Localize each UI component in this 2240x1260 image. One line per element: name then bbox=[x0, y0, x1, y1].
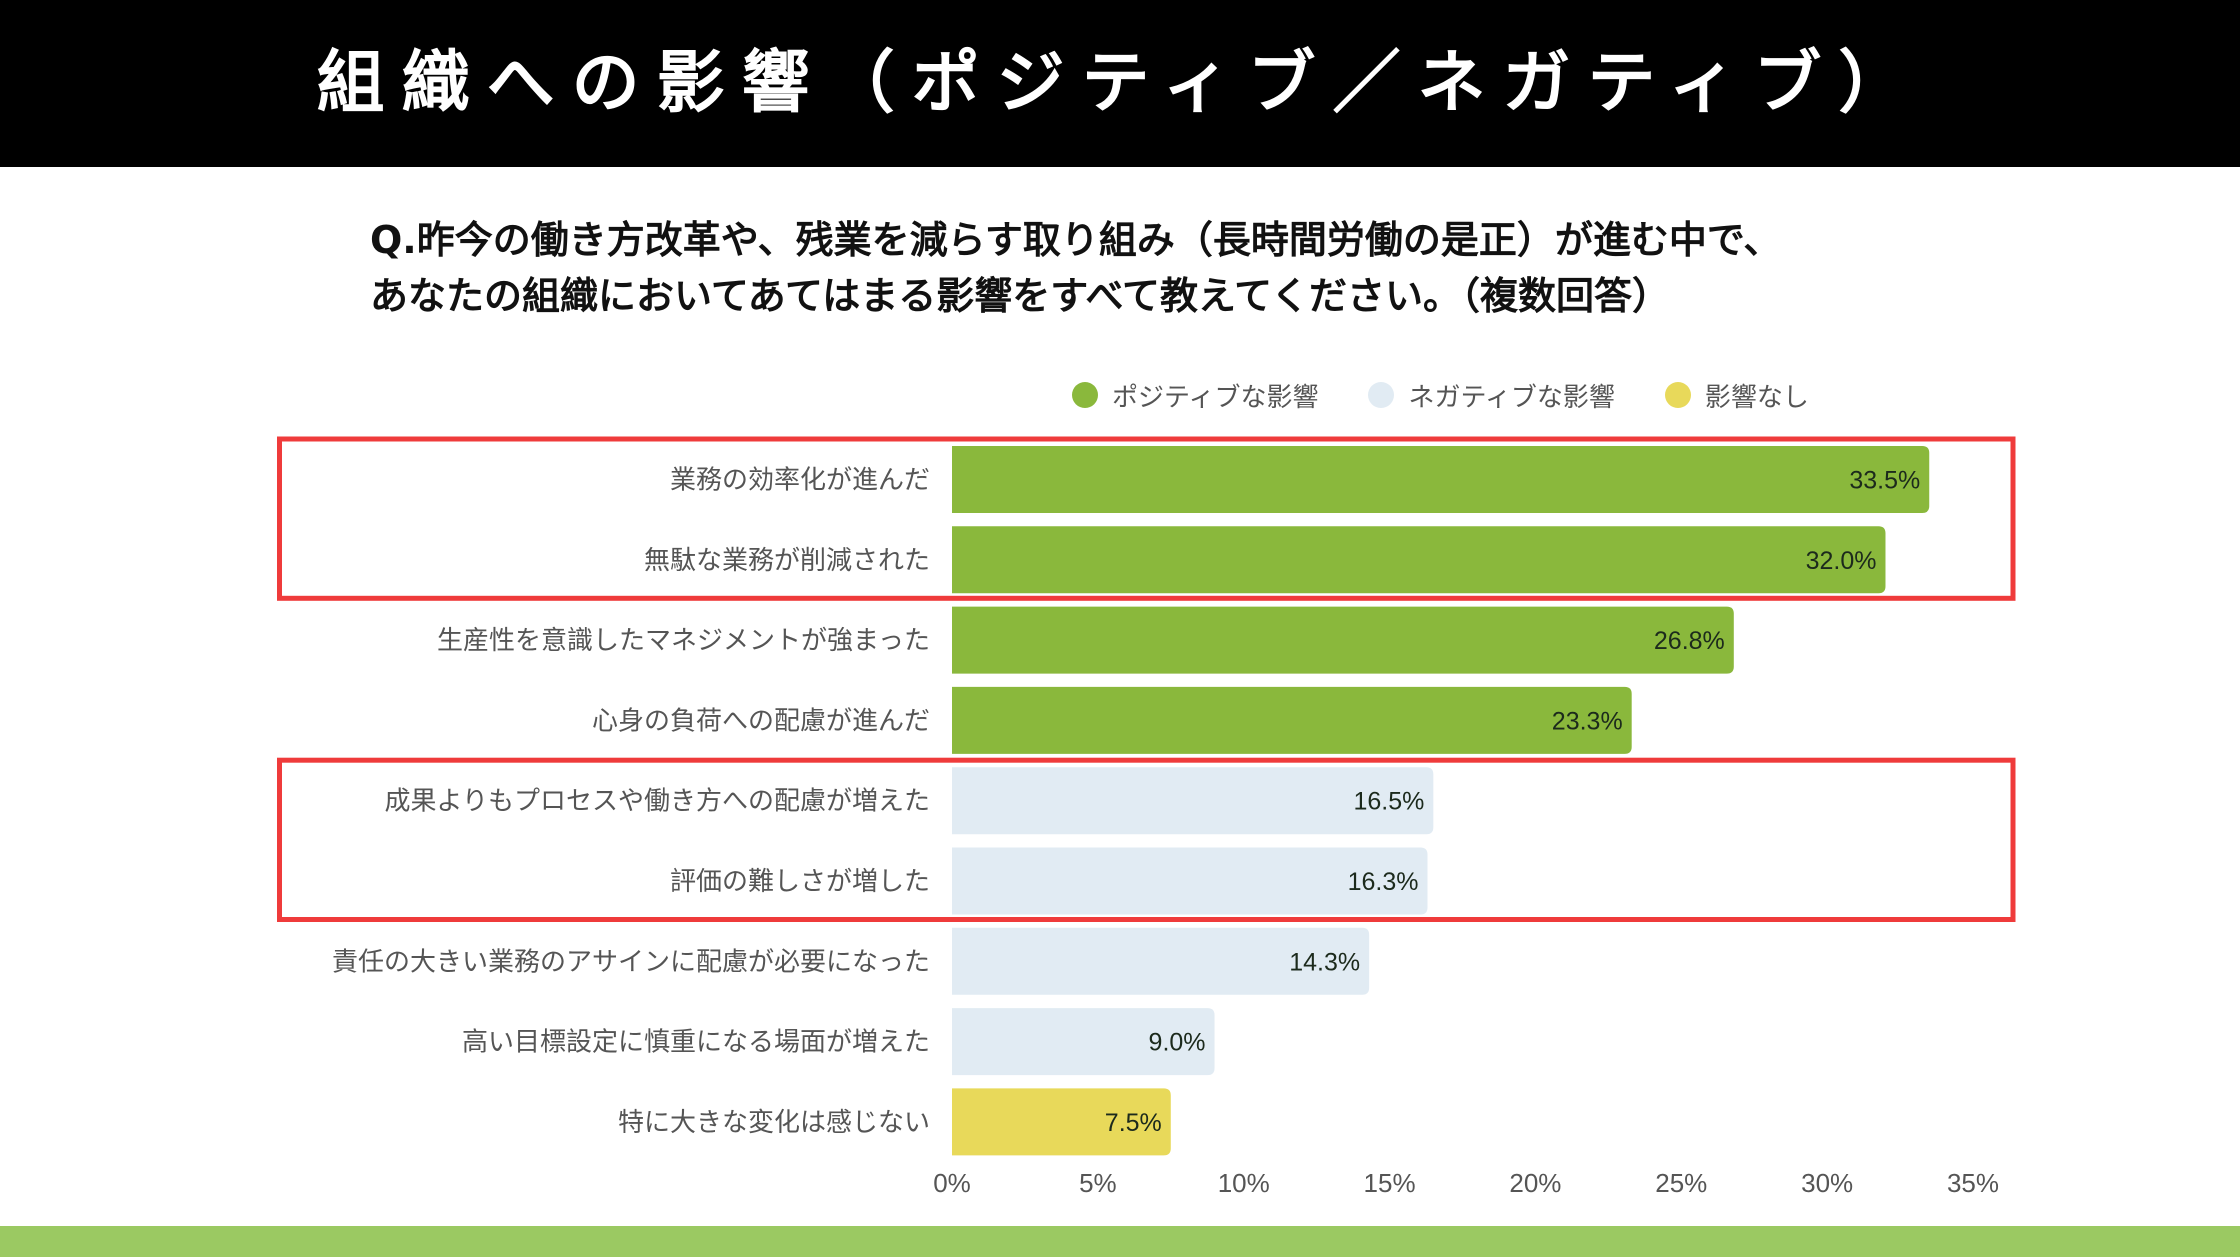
x-tick-label: 25% bbox=[1655, 1168, 1707, 1198]
data-label: 23.3% bbox=[1552, 707, 1623, 735]
bar bbox=[952, 446, 1930, 513]
category-label: 評価の難しさが増した bbox=[670, 867, 930, 897]
question-line-1: Q.昨今の働き方改革や、残業を減らす取り組み（長時間労働の是正）が進む中で、 bbox=[370, 218, 1782, 262]
legend-item-negative: ネガティブな影響 bbox=[1368, 377, 1615, 414]
footer-bar bbox=[0, 1226, 2240, 1257]
legend-dot-none-icon bbox=[1664, 382, 1691, 408]
data-label: 32.0% bbox=[1806, 547, 1877, 575]
x-tick-label: 0% bbox=[933, 1168, 971, 1198]
category-label: 無駄な業務が削減された bbox=[644, 546, 930, 576]
x-tick-label: 30% bbox=[1801, 1168, 1853, 1198]
category-label: 生産性を意識したマネジメントが強まった bbox=[437, 626, 930, 656]
bar bbox=[952, 1008, 1215, 1076]
category-label: 責任の大きい業務のアサインに配慮が必要になった bbox=[332, 947, 930, 977]
legend-dot-negative-icon bbox=[1368, 382, 1395, 408]
chart-legend: ポジティブな影響 ネガティブな影響 影響なし bbox=[1072, 377, 1809, 413]
highlight-box bbox=[277, 436, 2016, 601]
category-label: 心身の負荷への配慮が進んだ bbox=[592, 706, 930, 736]
data-label: 7.5% bbox=[1105, 1109, 1162, 1137]
x-tick-label: 15% bbox=[1364, 1168, 1416, 1198]
header-bar: 組織への影響（ポジティブ／ネガティブ） bbox=[0, 0, 2240, 167]
bar bbox=[952, 927, 1370, 995]
legend-item-none: 影響なし bbox=[1664, 377, 1809, 414]
question-line-2: あなたの組織においてあてはまる影響をすべて教えてください。（複数回答） bbox=[370, 274, 1670, 318]
legend-label-positive: ポジティブな影響 bbox=[1112, 382, 1319, 413]
x-tick-label: 20% bbox=[1509, 1168, 1561, 1198]
survey-question: Q.昨今の働き方改革や、残業を減らす取り組み（長時間労働の是正）が進む中で、 あ… bbox=[370, 212, 2070, 324]
bar bbox=[952, 767, 1434, 835]
x-tick-label: 35% bbox=[1947, 1168, 1999, 1198]
data-label: 16.5% bbox=[1353, 788, 1424, 816]
data-label: 14.3% bbox=[1289, 948, 1360, 976]
data-label: 26.8% bbox=[1654, 627, 1725, 655]
page-title: 組織への影響（ポジティブ／ネガティブ） bbox=[316, 44, 1924, 123]
data-label: 16.3% bbox=[1348, 868, 1419, 896]
bar bbox=[952, 606, 1734, 674]
bar bbox=[952, 1088, 1171, 1156]
bar bbox=[952, 847, 1428, 915]
legend-label-none: 影響なし bbox=[1704, 382, 1809, 413]
category-label: 特に大きな変化は感じない bbox=[618, 1108, 930, 1138]
legend-label-negative: ネガティブな影響 bbox=[1408, 382, 1615, 413]
legend-dot-positive-icon bbox=[1072, 382, 1098, 408]
highlight-box bbox=[277, 757, 2016, 923]
bar bbox=[952, 686, 1632, 754]
data-label: 9.0% bbox=[1149, 1029, 1206, 1057]
category-label: 業務の効率化が進んだ bbox=[670, 466, 930, 496]
category-label: 成果よりもプロセスや働き方への配慮が増えた bbox=[385, 787, 930, 817]
bar bbox=[952, 526, 1886, 594]
legend-item-positive: ポジティブな影響 bbox=[1072, 377, 1318, 414]
x-tick-label: 5% bbox=[1079, 1168, 1117, 1198]
category-label: 高い目標設定に慎重になる場面が増えた bbox=[462, 1028, 930, 1058]
data-label: 33.5% bbox=[1849, 467, 1920, 495]
x-tick-label: 10% bbox=[1218, 1168, 1270, 1198]
